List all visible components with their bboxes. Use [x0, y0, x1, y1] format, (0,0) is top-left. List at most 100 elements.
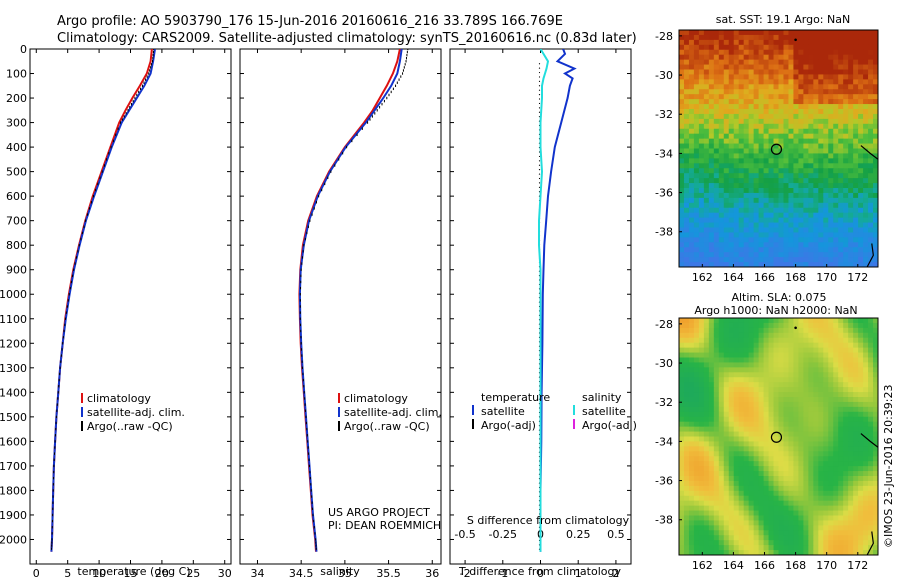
- map-cell: [798, 485, 804, 492]
- map-cell: [738, 262, 745, 267]
- map-cell: [723, 89, 730, 95]
- map-cell: [723, 69, 730, 76]
- map-cell: [813, 257, 819, 263]
- map-cell: [793, 332, 799, 339]
- map-cell: [753, 128, 760, 135]
- map-cell: [843, 505, 849, 512]
- map-cell: [728, 39, 735, 46]
- map-cell: [808, 377, 814, 383]
- map-cell: [708, 118, 715, 125]
- map-cell: [718, 242, 725, 248]
- map-cell: [708, 510, 715, 517]
- map-cell: [698, 431, 705, 438]
- map-cell: [828, 173, 834, 179]
- s-difference-xlabel: S difference from climatology: [467, 514, 630, 527]
- map-cell: [773, 173, 780, 179]
- map-cell: [828, 188, 834, 194]
- legend-label: Argo(..raw -QC): [344, 420, 430, 433]
- map-cell: [728, 357, 735, 364]
- map-cell: [828, 242, 834, 248]
- map-cell: [758, 104, 765, 110]
- map-cell: [868, 94, 874, 100]
- map-cell: [763, 451, 770, 457]
- map-cell: [813, 74, 819, 80]
- map-cell: [713, 327, 720, 334]
- map-cell: [758, 382, 765, 388]
- map-cell: [733, 99, 740, 105]
- longitude-tick-label: 164: [723, 271, 744, 284]
- map-cell: [793, 188, 799, 194]
- map-cell: [798, 327, 804, 334]
- map-cell: [793, 377, 799, 383]
- imos-credit: ©IMOS 23-Jun-2016 20:39:23: [882, 384, 895, 548]
- map-cell: [723, 446, 730, 452]
- map-cell: [853, 406, 859, 413]
- map-cell: [818, 148, 824, 155]
- map-cell: [688, 133, 695, 140]
- map-cell: [748, 44, 755, 51]
- map-cell: [773, 377, 780, 383]
- map-cell: [683, 476, 690, 482]
- map-cell: [808, 530, 814, 536]
- map-cell: [848, 530, 854, 536]
- map-cell: [823, 168, 829, 174]
- map-cell: [808, 392, 814, 398]
- map-cell: [823, 476, 829, 482]
- map-cell: [818, 426, 824, 433]
- map-cell: [803, 34, 809, 41]
- map-cell: [838, 525, 844, 531]
- salinity-climatology-line: [298, 49, 401, 552]
- map-cell: [698, 451, 705, 457]
- map-cell: [868, 342, 874, 349]
- map-cell: [679, 545, 685, 551]
- map-cell: [698, 237, 705, 243]
- map-cell: [718, 99, 725, 105]
- map-cell: [873, 392, 878, 398]
- map-cell: [843, 202, 849, 209]
- map-cell: [698, 262, 705, 267]
- map-cell: [733, 510, 740, 517]
- map-cell: [863, 163, 869, 169]
- map-cell: [763, 318, 770, 324]
- map-cell: [763, 480, 770, 487]
- map-cell: [768, 387, 775, 393]
- temperature-climatology-line: [50, 49, 153, 552]
- map-cell: [863, 441, 869, 447]
- map-cell: [848, 387, 854, 393]
- map-cell: [753, 327, 760, 334]
- map-cell: [728, 550, 735, 555]
- map-cell: [843, 207, 849, 214]
- map-cell: [843, 94, 849, 100]
- map-cell: [703, 128, 710, 135]
- map-cell: [683, 163, 690, 169]
- map-cell: [848, 222, 854, 229]
- map-cell: [763, 188, 770, 194]
- map-cell: [808, 49, 814, 56]
- map-cell: [698, 99, 705, 105]
- map-cell: [768, 525, 775, 531]
- map-cell: [863, 69, 869, 76]
- map-cell: [703, 362, 710, 368]
- map-cell: [679, 332, 685, 339]
- map-cell: [803, 257, 809, 263]
- map-cell: [843, 515, 849, 522]
- map-cell: [863, 436, 869, 443]
- map-cell: [693, 347, 700, 354]
- map-cell: [753, 530, 760, 536]
- map-cell: [738, 99, 745, 105]
- map-cell: [818, 436, 824, 443]
- map-cell: [708, 332, 715, 339]
- map-cell: [708, 451, 715, 457]
- map-cell: [693, 525, 700, 531]
- map-cell: [748, 99, 755, 105]
- map-cell: [713, 232, 720, 238]
- map-cell: [838, 461, 844, 467]
- latitude-tick-label: -32: [655, 108, 673, 121]
- map-cell: [808, 168, 814, 174]
- map-cell: [788, 451, 795, 457]
- map-cell: [863, 495, 869, 502]
- map-cell: [823, 367, 829, 373]
- map-cell: [708, 357, 715, 364]
- map-cell: [868, 118, 874, 125]
- map-cell: [813, 367, 819, 373]
